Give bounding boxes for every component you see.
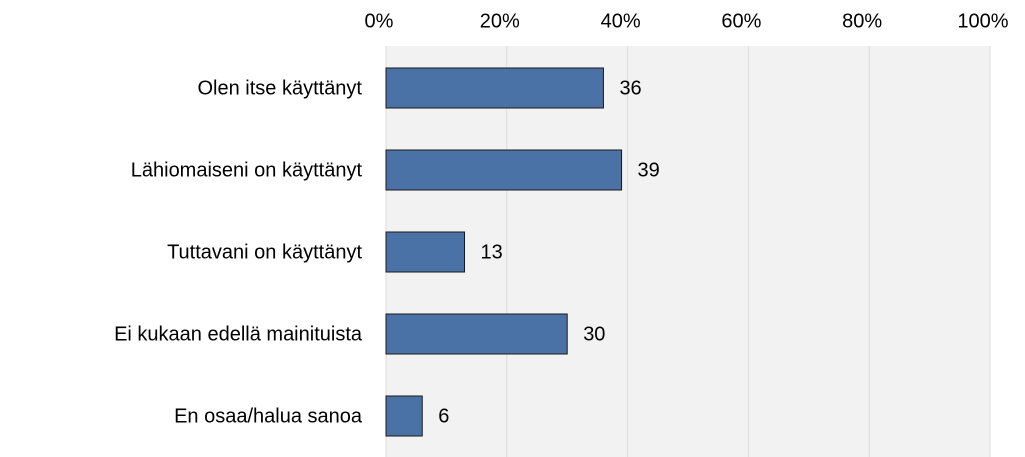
value-label: 6: [438, 405, 449, 427]
y-tick-label: En osaa/halua sanoa: [174, 405, 363, 427]
value-label: 30: [583, 323, 605, 345]
plot-area: [386, 46, 990, 457]
x-tick-label: 20%: [480, 10, 520, 32]
bar: [385, 231, 466, 273]
x-tick-label: 0%: [365, 10, 394, 32]
x-tick-label: 80%: [842, 10, 882, 32]
bar: [385, 67, 604, 109]
bar: [385, 149, 623, 191]
value-label: 36: [619, 77, 641, 99]
bar: [385, 395, 423, 437]
y-tick-label: Lähiomaiseni on käyttänyt: [131, 159, 363, 181]
x-tick-label: 60%: [721, 10, 761, 32]
y-tick-label: Ei kukaan edellä mainituista: [114, 323, 363, 345]
value-label: 39: [638, 159, 660, 181]
x-tick-label: 100%: [957, 10, 1008, 32]
bar: [385, 313, 568, 355]
x-tick-label: 40%: [601, 10, 641, 32]
y-tick-label: Tuttavani on käyttänyt: [167, 241, 362, 263]
value-label: 13: [481, 241, 503, 263]
y-tick-label: Olen itse käyttänyt: [197, 77, 362, 99]
